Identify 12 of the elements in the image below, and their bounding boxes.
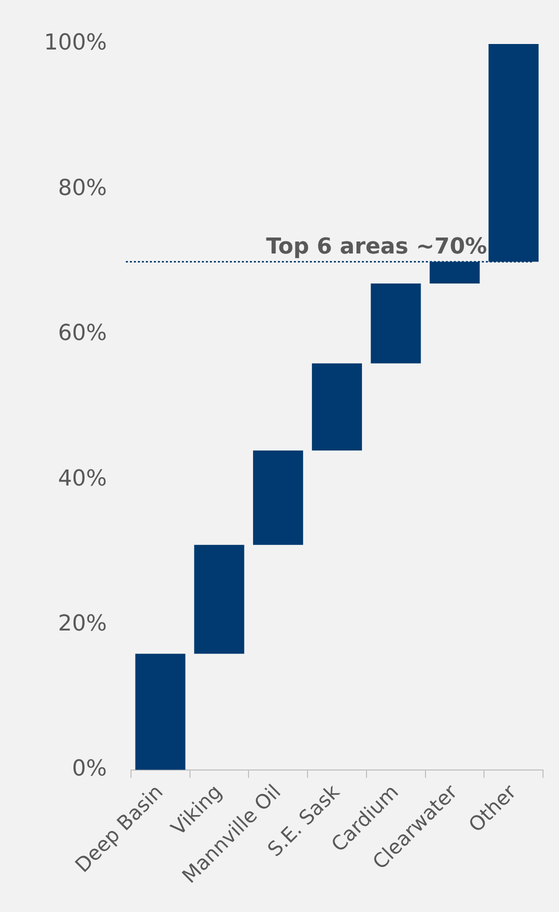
y-tick-label: 0% (72, 756, 107, 782)
bar (312, 363, 362, 450)
y-tick-label: 20% (58, 611, 107, 636)
y-tick-label: 100% (44, 30, 107, 56)
y-tick-label: 80% (58, 176, 107, 201)
bar (135, 654, 186, 770)
y-tick-label: 40% (58, 466, 107, 492)
bar (194, 544, 244, 654)
y-tick-label: 60% (58, 321, 107, 346)
bar (370, 284, 421, 364)
bar (253, 450, 304, 545)
ref-line-label: Top 6 areas ~70% (266, 234, 488, 260)
